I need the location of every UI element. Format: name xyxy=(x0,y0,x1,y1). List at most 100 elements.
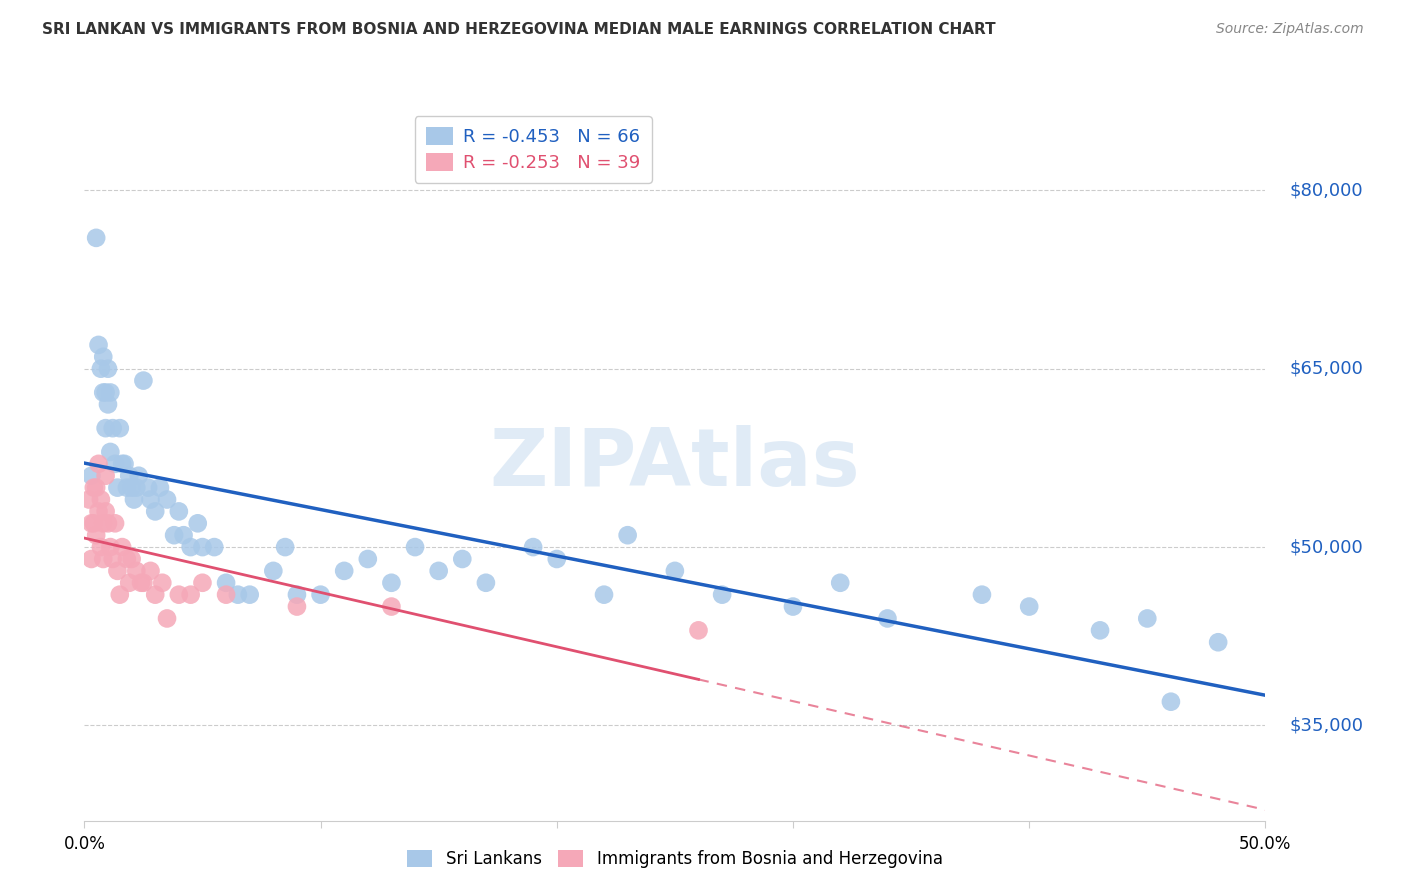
Point xyxy=(90,540,112,554)
Point xyxy=(83,481,105,495)
Point xyxy=(108,588,131,602)
Point xyxy=(122,492,145,507)
Point xyxy=(101,552,124,566)
Point xyxy=(215,588,238,602)
Point xyxy=(87,504,110,518)
Point xyxy=(91,552,114,566)
Point xyxy=(132,575,155,590)
Point xyxy=(546,552,568,566)
Point xyxy=(143,588,166,602)
Point xyxy=(98,385,121,400)
Point xyxy=(156,492,179,507)
Point xyxy=(262,564,284,578)
Point xyxy=(111,540,134,554)
Point xyxy=(616,528,638,542)
Point xyxy=(191,540,214,554)
Point xyxy=(167,588,190,602)
Point xyxy=(125,564,148,578)
Point xyxy=(1206,635,1229,649)
Point xyxy=(285,599,308,614)
Point xyxy=(121,481,143,495)
Point xyxy=(115,481,138,495)
Point xyxy=(380,599,402,614)
Text: $50,000: $50,000 xyxy=(1289,538,1362,556)
Point xyxy=(121,552,143,566)
Point xyxy=(94,421,117,435)
Text: ZIPAtlas: ZIPAtlas xyxy=(489,425,860,503)
Point xyxy=(664,564,686,578)
Point xyxy=(104,516,127,531)
Point xyxy=(688,624,710,638)
Point xyxy=(118,468,141,483)
Point xyxy=(274,540,297,554)
Text: Source: ZipAtlas.com: Source: ZipAtlas.com xyxy=(1216,22,1364,37)
Point xyxy=(111,457,134,471)
Text: $35,000: $35,000 xyxy=(1289,716,1362,734)
Point xyxy=(128,468,150,483)
Point xyxy=(1018,599,1040,614)
Point xyxy=(94,385,117,400)
Point xyxy=(125,481,148,495)
Point xyxy=(132,374,155,388)
Point xyxy=(84,481,107,495)
Legend: Sri Lankans, Immigrants from Bosnia and Herzegovina: Sri Lankans, Immigrants from Bosnia and … xyxy=(401,843,949,875)
Point xyxy=(90,492,112,507)
Point xyxy=(187,516,209,531)
Point xyxy=(91,516,114,531)
Point xyxy=(239,588,262,602)
Point xyxy=(97,397,120,411)
Point xyxy=(202,540,225,554)
Point xyxy=(226,588,249,602)
Text: $80,000: $80,000 xyxy=(1289,181,1362,199)
Point xyxy=(98,540,121,554)
Point xyxy=(380,575,402,590)
Point xyxy=(404,540,426,554)
Point xyxy=(97,361,120,376)
Point xyxy=(101,421,124,435)
Point xyxy=(129,575,152,590)
Point xyxy=(309,588,332,602)
Point xyxy=(711,588,734,602)
Point xyxy=(107,481,129,495)
Point xyxy=(173,528,195,542)
Point xyxy=(90,361,112,376)
Point xyxy=(156,611,179,625)
Point xyxy=(91,350,114,364)
Point xyxy=(150,575,173,590)
Point xyxy=(80,468,103,483)
Point xyxy=(427,564,450,578)
Point xyxy=(87,338,110,352)
Point xyxy=(215,575,238,590)
Point xyxy=(876,611,898,625)
Point xyxy=(108,421,131,435)
Point xyxy=(118,575,141,590)
Point xyxy=(115,552,138,566)
Point xyxy=(285,588,308,602)
Text: SRI LANKAN VS IMMIGRANTS FROM BOSNIA AND HERZEGOVINA MEDIAN MALE EARNINGS CORREL: SRI LANKAN VS IMMIGRANTS FROM BOSNIA AND… xyxy=(42,22,995,37)
Legend: R = -0.453   N = 66, R = -0.253   N = 39: R = -0.453 N = 66, R = -0.253 N = 39 xyxy=(415,116,651,183)
Point xyxy=(91,385,114,400)
Point xyxy=(451,552,474,566)
Point xyxy=(114,457,136,471)
Point xyxy=(180,540,202,554)
Text: $65,000: $65,000 xyxy=(1289,359,1362,377)
Point xyxy=(1088,624,1111,638)
Point xyxy=(98,445,121,459)
Point xyxy=(80,552,103,566)
Point xyxy=(143,504,166,518)
Point xyxy=(180,588,202,602)
Point xyxy=(97,516,120,531)
Point xyxy=(139,564,162,578)
Point xyxy=(77,492,100,507)
Point xyxy=(475,575,498,590)
Point xyxy=(522,540,544,554)
Point xyxy=(1160,695,1182,709)
Point xyxy=(782,599,804,614)
Point xyxy=(167,504,190,518)
Point xyxy=(593,588,616,602)
Point xyxy=(333,564,356,578)
Point xyxy=(139,492,162,507)
Point xyxy=(970,588,993,602)
Point xyxy=(1136,611,1159,625)
Point xyxy=(83,516,105,531)
